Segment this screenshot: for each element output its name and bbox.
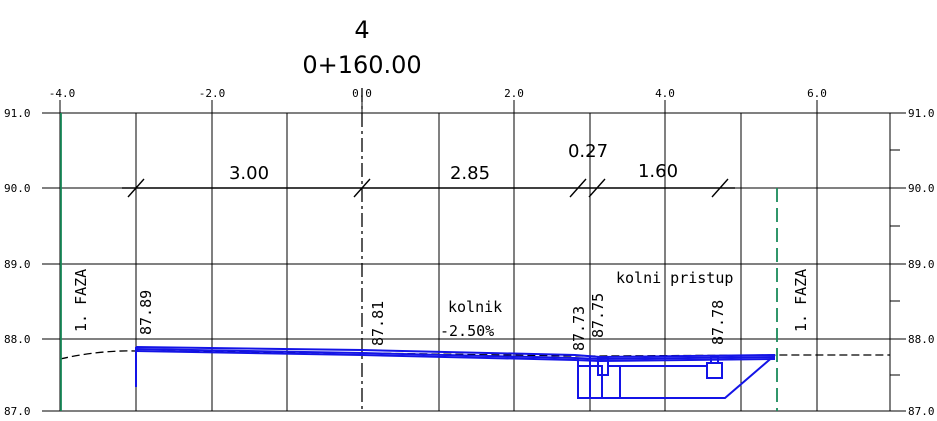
y-tick-label-right: 87.0 [908, 405, 935, 418]
y-tick-label-left: 87.0 [4, 405, 31, 418]
x-tick-label: 4.0 [655, 87, 675, 100]
elevation-label: 87.89 [137, 290, 155, 335]
dimension-value: 1.60 [638, 161, 678, 182]
y-tick-label-right: 90.0 [908, 182, 935, 195]
road-structure [135, 346, 776, 399]
y-axis-right-ticks [890, 112, 906, 412]
y-tick-label-left: 89.0 [4, 258, 31, 271]
elevation-label: 87.81 [369, 301, 387, 346]
elevation-label: 87.73 [570, 306, 588, 351]
x-tick-label: -4.0 [49, 87, 76, 100]
y-tick-label-right: 91.0 [908, 107, 935, 120]
x-tick-label: 6.0 [807, 87, 827, 100]
y-tick-label-left: 90.0 [4, 182, 31, 195]
phase-label: 1. FAZA [72, 269, 90, 332]
dimension-value: 0.27 [568, 141, 608, 162]
x-tick-label: 2.0 [504, 87, 524, 100]
y-tick-label-right: 89.0 [908, 258, 935, 271]
dimension-line [122, 178, 735, 198]
section-station: 0+160.00 [302, 51, 421, 79]
elevation-label: 87.75 [589, 293, 607, 338]
dimension-value: 2.85 [450, 163, 490, 184]
section-number: 4 [354, 16, 369, 44]
phase-label: 1. FAZA [792, 269, 810, 332]
dimension-value: 3.00 [229, 163, 269, 184]
x-axis-ticks [59, 100, 818, 113]
y-axis-left-ticks [42, 112, 60, 412]
slope-label: -2.50% [440, 322, 494, 340]
y-tick-label-left: 88.0 [4, 333, 31, 346]
x-tick-label: 0.0 [352, 87, 372, 100]
y-tick-label-right: 88.0 [908, 333, 935, 346]
kolni-pristup-label: kolni pristup [616, 269, 733, 287]
elevation-label: 87.78 [709, 300, 727, 345]
x-tick-label: -2.0 [199, 87, 226, 100]
y-tick-label-left: 91.0 [4, 107, 31, 120]
grid [59, 112, 891, 412]
kolnik-label: kolnik [448, 298, 502, 316]
